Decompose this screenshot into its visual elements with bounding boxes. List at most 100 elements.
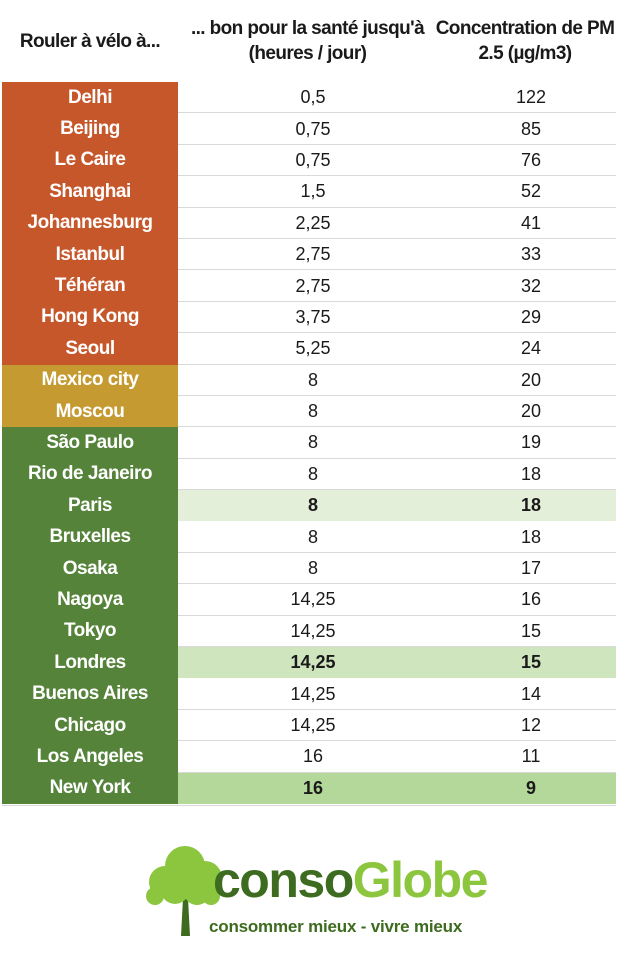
hours-cell: 5,25 [295, 338, 331, 359]
city-cell: Bruxelles [2, 521, 178, 553]
values-band: 1,5 52 [178, 176, 616, 207]
pm25-cell: 85 [520, 118, 542, 139]
table-row: Chicago 14,25 12 [2, 709, 616, 742]
values-band: 8 19 [178, 427, 616, 458]
pm25-cell: 32 [520, 275, 542, 296]
values-band: 5,25 24 [178, 333, 616, 364]
table-row: Istanbul 2,75 33 [2, 238, 616, 271]
pm25-cell: 15 [520, 652, 542, 673]
table-bottom-divider [2, 805, 616, 806]
city-cell: Rio de Janeiro [2, 458, 178, 491]
table-row: Bruxelles 8 18 [2, 521, 616, 554]
city-cell: Paris [2, 490, 178, 522]
hours-cell: 8 [307, 495, 318, 516]
hours-cell: 1,5 [300, 181, 326, 202]
header-hours-line1: ... bon pour la santé jusqu'à [190, 18, 425, 39]
table-row: Johannesburg 2,25 41 [2, 207, 616, 240]
table-row: Delhi 0,5 122 [2, 82, 616, 114]
values-band: 2,75 33 [178, 239, 616, 270]
header-hours: ... bon pour la santé jusqu'à (heures / … [185, 0, 430, 82]
values-band: 0,75 76 [178, 145, 616, 176]
table-row: Tokyo 14,25 15 [2, 615, 616, 648]
city-cell: Osaka [2, 552, 178, 585]
pm25-cell: 122 [515, 87, 547, 108]
pm25-cell: 11 [521, 746, 541, 767]
pm25-cell: 17 [520, 558, 542, 579]
city-cell: Istanbul [2, 238, 178, 271]
pm25-cell: 9 [525, 777, 536, 798]
header-pm25: Concentration de PM 2.5 (µg/m3) [430, 0, 620, 82]
pm25-cell: 52 [520, 181, 542, 202]
hours-cell: 2,75 [295, 275, 331, 296]
values-band: 16 11 [178, 741, 616, 772]
table-row: Mexico city 8 20 [2, 364, 616, 397]
city-cell: Le Caire [2, 144, 178, 177]
table-row: Rio de Janeiro 8 18 [2, 458, 616, 491]
city-cell: Beijing [2, 113, 178, 145]
table-row: Seoul 5,25 24 [2, 333, 616, 365]
pm25-cell: 18 [520, 526, 542, 547]
hours-cell: 8 [307, 463, 318, 484]
city-cell: Hong Kong [2, 301, 178, 334]
hours-cell: 2,25 [295, 212, 331, 233]
pm25-cell: 12 [520, 715, 542, 735]
pm25-cell: 20 [520, 401, 542, 422]
hours-cell: 14,25 [290, 589, 336, 610]
hours-cell: 8 [307, 432, 318, 453]
pm25-cell: 18 [520, 463, 542, 484]
city-cell: Delhi [2, 82, 178, 114]
values-band: 3,75 29 [178, 302, 616, 333]
hours-cell: 16 [302, 777, 324, 798]
city-cell: Nagoya [2, 584, 178, 616]
table-row: Téhéran 2,75 32 [2, 270, 616, 303]
values-band: 8 17 [178, 553, 616, 584]
city-cell: Chicago [2, 709, 178, 742]
hours-cell: 14,25 [290, 652, 336, 673]
pm25-cell: 20 [520, 369, 542, 390]
table-row: Los Angeles 16 11 [2, 741, 616, 773]
hours-cell: 0,75 [295, 149, 331, 170]
table-row: Londres 14,25 15 [2, 647, 616, 679]
tree-icon [146, 846, 222, 936]
logo-word-conso: conso [213, 852, 354, 908]
city-cell: Téhéran [2, 270, 178, 302]
logo-wordmark: consoGlobe [213, 850, 488, 910]
hours-cell: 0,5 [300, 87, 326, 108]
city-cell: Tokyo [2, 615, 178, 648]
pm25-cell: 33 [520, 244, 542, 265]
table-row: Buenos Aires 14,25 14 [2, 678, 616, 711]
city-cell: São Paulo [2, 427, 178, 459]
values-band: 14,25 12 [178, 710, 616, 741]
pm25-cell: 19 [520, 432, 542, 453]
city-cell: Los Angeles [2, 741, 178, 773]
values-band: 0,75 85 [178, 113, 616, 144]
hours-cell: 8 [307, 526, 318, 547]
table-row: Moscou 8 20 [2, 395, 616, 428]
pm25-cell: 41 [520, 212, 542, 233]
values-band: 2,75 32 [178, 270, 616, 301]
values-band: 14,25 14 [178, 678, 616, 709]
table-row: Beijing 0,75 85 [2, 113, 616, 146]
table-row: São Paulo 8 19 [2, 427, 616, 460]
city-cell: Buenos Aires [2, 678, 178, 710]
header-city: Rouler à vélo à... [19, 30, 161, 52]
values-band: 8 18 [178, 490, 616, 522]
header-hours-line2: (heures / jour) [248, 43, 367, 64]
pm25-cell: 14 [520, 683, 542, 704]
table-row: Paris 8 18 [2, 490, 616, 522]
header-pm25-line2: 2.5 (µg/m3) [478, 43, 572, 64]
values-band: 8 18 [178, 459, 616, 490]
table-row: Hong Kong 3,75 29 [2, 301, 616, 334]
pm25-cell: 24 [520, 338, 542, 359]
hours-cell: 14,25 [290, 715, 336, 735]
pm25-cell: 76 [520, 149, 542, 170]
header-pm25-line1: Concentration de PM [435, 18, 615, 39]
table-row: Shanghai 1,5 52 [2, 176, 616, 208]
table-row: Nagoya 14,25 16 [2, 584, 616, 617]
values-band: 14,25 16 [178, 584, 616, 615]
pm25-cell: 29 [520, 306, 542, 327]
data-table: Delhi 0,5 122 Beijing 0,75 85 Le Caire 0,75 76 Sh… [2, 82, 616, 804]
hours-cell: 16 [302, 746, 324, 767]
table-row: Osaka 8 17 [2, 552, 616, 585]
